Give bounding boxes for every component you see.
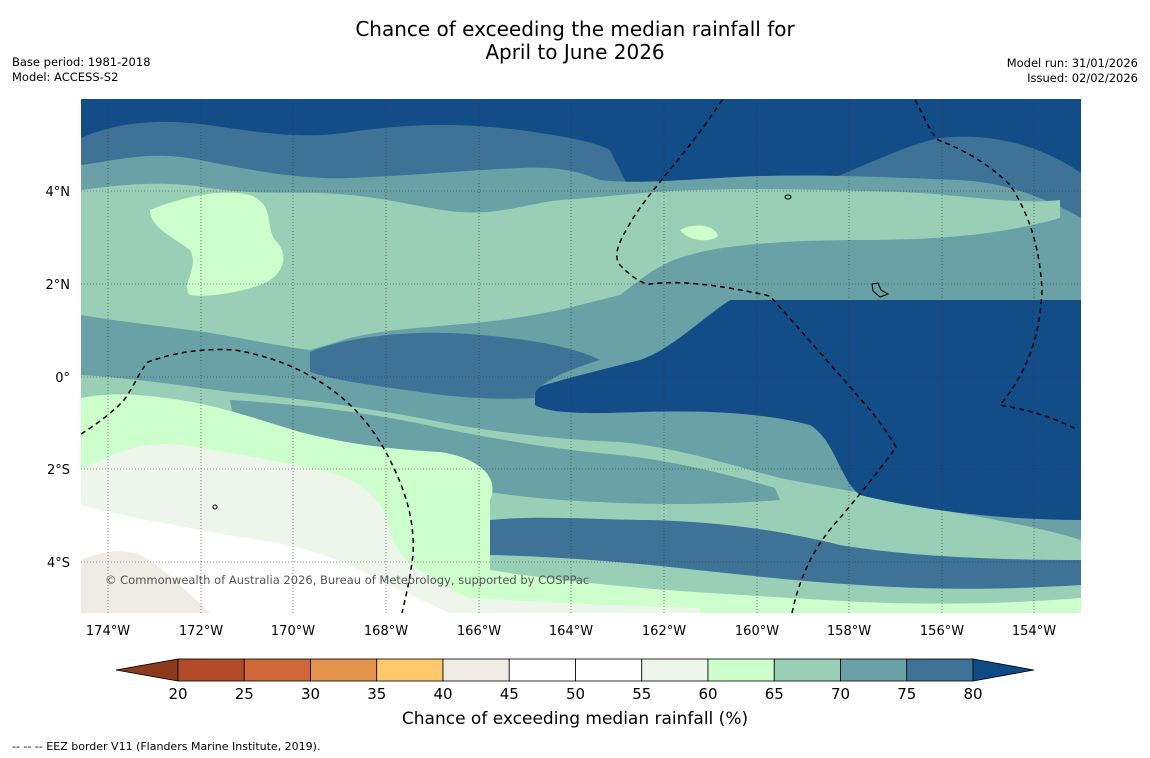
- eez-border-north: [616, 99, 897, 613]
- islands: [212, 194, 890, 510]
- colorbar-segment: [243, 658, 311, 682]
- colorbar-tick-label: 65: [765, 685, 784, 703]
- colorbar-tick-label: 55: [632, 685, 651, 703]
- longitude-label: 154°W: [1012, 624, 1056, 639]
- metadata-right: Model run: 31/01/2026 Issued: 02/02/2026: [1007, 56, 1138, 86]
- longitude-label: 168°W: [364, 624, 408, 639]
- colorbar-segment: [508, 658, 576, 682]
- longitude-label: 174°W: [86, 624, 130, 639]
- colorbar-segment: [906, 658, 974, 682]
- longitude-label: 158°W: [827, 624, 871, 639]
- latitude-labels: 4°N 2°N 0° 2°S 4°S: [46, 185, 71, 571]
- latitude-label: 2°N: [46, 278, 71, 293]
- colorbar-segment: [840, 658, 908, 682]
- colorbar-label: Chance of exceeding median rainfall (%): [401, 709, 749, 729]
- colorbar-tick-label: 60: [698, 685, 717, 703]
- copyright-text: © Commonwealth of Australia 2026, Bureau…: [105, 573, 589, 587]
- band-65: [81, 183, 1060, 350]
- model-name: Model: ACCESS-S2: [12, 70, 119, 84]
- latitude-label: 4°N: [46, 185, 71, 200]
- base-period: Base period: 1981-2018: [12, 55, 151, 69]
- band-75-inner: [310, 332, 600, 399]
- metadata-left: Base period: 1981-2018 Model: ACCESS-S2: [12, 55, 151, 85]
- colorbar-under-triangle: [115, 658, 179, 682]
- latitude-label: 2°S: [47, 463, 70, 478]
- model-run: Model run: 31/01/2026: [1006, 56, 1138, 70]
- band-80-west-blob: [535, 300, 1081, 520]
- longitude-label: 164°W: [549, 624, 593, 639]
- colorbar-segment: [707, 658, 775, 682]
- band-75-lower: [490, 517, 1081, 589]
- island-outline: [784, 194, 792, 200]
- chart-title: Chance of exceeding the median rainfall …: [0, 18, 1150, 64]
- latitude-label: 0°: [55, 371, 70, 386]
- island-outline: [212, 504, 218, 510]
- band-60-east: [680, 225, 718, 241]
- map-field: [81, 99, 1081, 613]
- longitude-label: 172°W: [179, 624, 223, 639]
- eez-borders: [81, 99, 1079, 613]
- longitude-label: 170°W: [271, 624, 315, 639]
- colorbar-segment: [376, 658, 444, 682]
- colorbar-tick-label: 50: [566, 685, 585, 703]
- colorbar-tick-label: 80: [963, 685, 982, 703]
- colorbar-segment: [641, 658, 709, 682]
- colorbar-segment: [442, 658, 510, 682]
- longitude-label: 156°W: [920, 624, 964, 639]
- colorbar: 20 25 30 35 40 45 50 55 60 65 70 75 80: [115, 658, 1035, 703]
- island-outline: [871, 282, 890, 298]
- colorbar-segment: [177, 658, 245, 682]
- band-40: [81, 551, 210, 613]
- colorbar-segment: [575, 658, 643, 682]
- band-60-north: [150, 192, 284, 296]
- colorbar-over-triangle: [972, 658, 1035, 682]
- longitude-labels: 174°W 172°W 170°W 168°W 166°W 164°W 162°W 160°W…: [86, 624, 1056, 639]
- band-70-mid: [230, 400, 780, 505]
- colorbar-tick-label: 25: [235, 685, 254, 703]
- colorbar-tick-label: 40: [433, 685, 452, 703]
- colorbar-tick-label: 35: [367, 685, 386, 703]
- eez-footnote: -- -- -- EEZ border V11 (Flanders Marine…: [12, 740, 321, 753]
- longitude-label: 166°W: [457, 624, 501, 639]
- colorbar-tick-label: 45: [500, 685, 519, 703]
- colorbar-tick-label: 20: [168, 685, 187, 703]
- colorbar-tick-label: 75: [897, 685, 916, 703]
- latitude-label: 4°S: [47, 556, 70, 571]
- longitude-label: 160°W: [735, 624, 779, 639]
- title-line-1: Chance of exceeding the median rainfall …: [355, 17, 795, 41]
- title-line-2: April to June 2026: [485, 40, 665, 64]
- colorbar-segment: [773, 658, 841, 682]
- issued-date: Issued: 02/02/2026: [1027, 71, 1138, 85]
- eez-border-east: [914, 99, 1079, 431]
- eez-border-west: [81, 348, 415, 613]
- longitude-label: 162°W: [642, 624, 686, 639]
- colorbar-tick-label: 30: [301, 685, 320, 703]
- colorbar-segment: [310, 658, 378, 682]
- colorbar-tick-label: 70: [831, 685, 850, 703]
